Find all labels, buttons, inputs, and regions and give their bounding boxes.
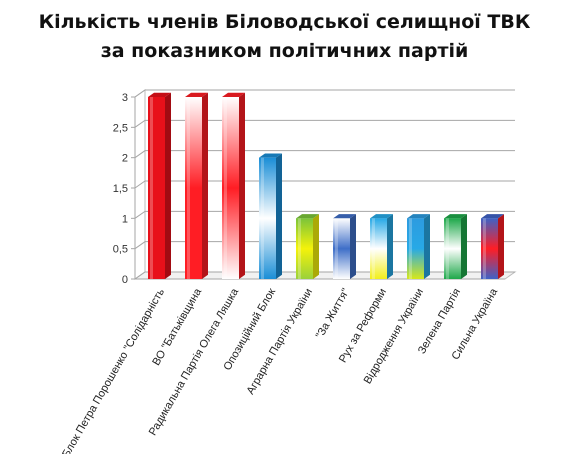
bar-side — [387, 214, 393, 279]
bar-front — [333, 218, 350, 279]
y-tick-label: 0 — [122, 274, 128, 286]
bar-highlight — [224, 97, 227, 279]
gridline — [134, 150, 515, 159]
bar-highlight — [372, 218, 375, 279]
bar-top — [222, 92, 245, 97]
bar — [407, 214, 430, 279]
bar-top — [259, 153, 282, 158]
bar-top — [481, 214, 504, 219]
bar-highlight — [409, 218, 412, 279]
bar-top — [444, 214, 467, 219]
bar-highlight — [483, 218, 486, 279]
bar-top — [407, 214, 430, 219]
bar-front — [296, 218, 313, 279]
bar — [444, 214, 467, 279]
bar-front — [481, 218, 498, 279]
bar-front — [185, 97, 202, 279]
bar-side — [498, 214, 504, 279]
chart-title-line-2: за показником політичних партій — [100, 40, 469, 62]
bar-top — [370, 214, 393, 219]
bar-highlight — [150, 97, 153, 279]
y-tick-label: 0,5 — [113, 244, 128, 256]
bar-side — [165, 92, 171, 279]
bar-top — [148, 92, 171, 97]
bar-highlight — [446, 218, 449, 279]
bar — [185, 92, 208, 279]
bar — [148, 92, 171, 279]
grid-layer — [131, 89, 517, 280]
bar-side — [461, 214, 467, 279]
y-tick-label: 2,5 — [113, 122, 128, 134]
bar-side — [313, 214, 319, 279]
y-tick-label: 3 — [122, 92, 128, 104]
x-tick-label: Аграрна Партія України — [245, 287, 315, 397]
bar-side — [350, 214, 356, 279]
y-tick-label: 1,5 — [113, 183, 128, 195]
bar-front — [148, 97, 165, 279]
bar-front — [259, 157, 276, 279]
chart-title: Кількість членів Біловодської селищної Т… — [0, 8, 569, 66]
bar — [222, 92, 245, 279]
gridline — [134, 119, 515, 128]
gridline — [134, 210, 515, 219]
bar — [333, 214, 356, 279]
y-tick-label: 2 — [122, 153, 128, 165]
bar-side — [202, 92, 208, 279]
bar-highlight — [298, 218, 301, 279]
chart-title-line-1: Кількість членів Біловодської селищної Т… — [38, 11, 531, 33]
bar-layer — [148, 92, 504, 279]
bar-highlight — [187, 97, 190, 279]
bar-front — [222, 97, 239, 279]
bar-side — [239, 92, 245, 279]
bar — [370, 214, 393, 279]
bar — [259, 153, 282, 279]
bar-top — [185, 92, 208, 97]
bar-side — [276, 153, 282, 279]
bar — [481, 214, 504, 279]
bar-highlight — [261, 157, 264, 279]
gridline — [134, 180, 515, 189]
bar — [296, 214, 319, 279]
bar-side — [424, 214, 430, 279]
bar-highlight — [335, 218, 338, 279]
bar-top — [296, 214, 319, 219]
gridline — [134, 89, 515, 98]
x-tick-label: "За Життя" — [314, 286, 352, 341]
bar-front — [370, 218, 387, 279]
bar-top — [333, 214, 356, 219]
bar-front — [407, 218, 424, 279]
y-tick-label: 1 — [122, 213, 128, 225]
bar-front — [444, 218, 461, 279]
